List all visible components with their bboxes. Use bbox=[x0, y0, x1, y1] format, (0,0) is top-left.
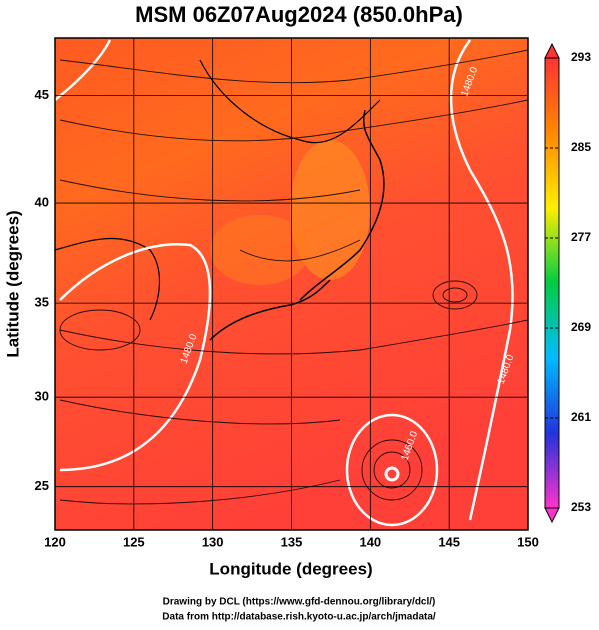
contour bbox=[384, 466, 400, 482]
x-tick-label: 150 bbox=[517, 534, 539, 549]
contour bbox=[55, 39, 112, 101]
colorbar-tick-label: 277 bbox=[571, 230, 591, 244]
colorbar-tick-label: 285 bbox=[571, 140, 591, 154]
contour bbox=[449, 39, 514, 521]
x-tick-label: 140 bbox=[359, 534, 381, 549]
colorbar-arrow bbox=[544, 507, 560, 524]
y-axis-label: Latitude (degrees) bbox=[3, 210, 22, 357]
colorbar-tick-label: 253 bbox=[571, 500, 591, 514]
x-tick-label: 130 bbox=[202, 534, 224, 549]
x-tick-label: 135 bbox=[281, 534, 303, 549]
y-tick-label: 35 bbox=[35, 295, 49, 310]
x-tick-label: 125 bbox=[123, 534, 145, 549]
x-tick-label: 145 bbox=[438, 534, 460, 549]
coastline bbox=[209, 279, 331, 341]
streamlines bbox=[59, 49, 528, 505]
contour bbox=[345, 413, 439, 527]
x-tick-label: 120 bbox=[44, 534, 66, 549]
y-tick-label: 25 bbox=[35, 478, 49, 493]
y-tick-label: 45 bbox=[35, 87, 49, 102]
colorbar-tick-label: 261 bbox=[571, 410, 591, 424]
y-tick-label: 40 bbox=[35, 194, 49, 209]
colorbar-arrow bbox=[544, 42, 560, 59]
footer-line: Drawing by DCL (https://www.gfd-dennou.o… bbox=[163, 597, 436, 608]
x-axis-label: Longitude (degrees) bbox=[209, 559, 372, 578]
y-tick-label: 30 bbox=[35, 389, 49, 404]
contour bbox=[59, 243, 212, 472]
coastline bbox=[299, 109, 385, 301]
colorbar-tick-label: 269 bbox=[571, 320, 591, 334]
coastline bbox=[55, 59, 381, 321]
warm-region bbox=[210, 215, 310, 285]
colorbar-tick-label: 293 bbox=[571, 50, 591, 64]
decoration bbox=[55, 39, 528, 527]
footer-line: Data from http://database.rish.kyoto-u.a… bbox=[162, 612, 436, 623]
colorbar bbox=[544, 57, 560, 509]
title: MSM 06Z07Aug2024 (850.0hPa) bbox=[135, 2, 463, 27]
